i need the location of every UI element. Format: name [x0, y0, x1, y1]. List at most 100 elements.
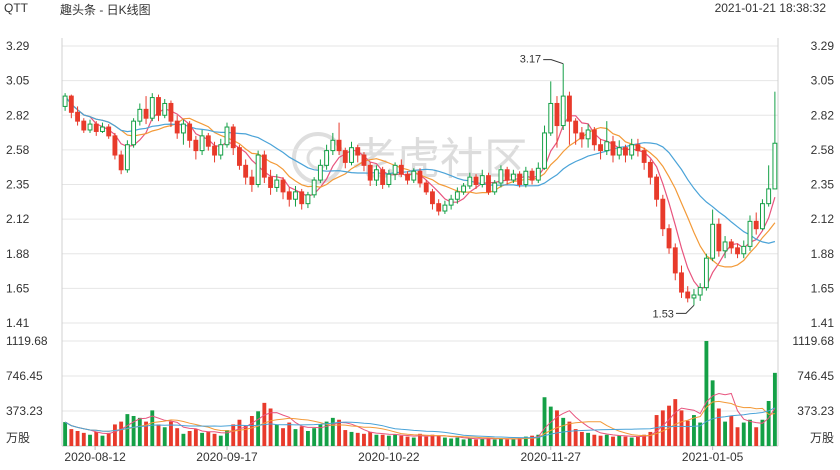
candle-body [604, 141, 610, 152]
price-tick-label-right: 3.05 [811, 74, 835, 88]
candle-body [442, 204, 448, 212]
candle [741, 240, 747, 259]
candle [317, 159, 323, 184]
candle-body [380, 169, 386, 186]
volume-bar [474, 439, 478, 446]
volume-bar [530, 435, 534, 446]
candle-body [535, 167, 541, 181]
volume-bar [617, 435, 622, 446]
candle-body [654, 176, 660, 200]
candle-body [672, 247, 678, 274]
candle [143, 96, 149, 125]
candle [430, 188, 435, 210]
volume-bar [330, 417, 335, 446]
volume-bar [349, 431, 354, 446]
candle [355, 144, 361, 163]
candle [112, 132, 118, 160]
candle-body [647, 161, 653, 178]
candle [498, 165, 504, 188]
volume-bar [461, 439, 466, 446]
candle-body [286, 191, 292, 200]
candle [772, 91, 778, 190]
date-tick-label: 2020-11-27 [520, 450, 581, 464]
candle [75, 106, 80, 126]
candle-body [716, 223, 722, 252]
volume-bar [131, 415, 136, 446]
volume-bar [430, 434, 435, 446]
candle-body [703, 257, 709, 289]
volume-bar [256, 411, 261, 446]
price-tick-label-left: 2.35 [6, 178, 30, 192]
candle-body [454, 191, 460, 200]
candle-body [180, 123, 186, 134]
candle-body [355, 147, 361, 156]
price-tick-label-left: 2.82 [6, 108, 30, 122]
candle [68, 94, 74, 119]
candle [405, 171, 410, 185]
candle-body [666, 228, 672, 249]
candle-body [224, 126, 230, 146]
candle [666, 224, 672, 254]
candle [93, 121, 99, 136]
candle-body [585, 129, 591, 140]
candle-body [566, 95, 572, 122]
volume-tick-label-left: 746.45 [6, 369, 43, 383]
candle [510, 169, 516, 184]
candle-body [591, 129, 597, 146]
candle [162, 99, 168, 119]
chart-background [0, 18, 840, 470]
candle [535, 162, 541, 184]
volume-bar [312, 428, 317, 446]
candle-body [529, 170, 535, 181]
candle [766, 165, 772, 207]
high-leader-line [543, 59, 564, 65]
candle-body [722, 241, 728, 252]
price-tick-label-left: 3.05 [6, 74, 30, 88]
candle [672, 243, 678, 281]
candle [230, 124, 236, 156]
volume-bar [629, 437, 634, 446]
volume-bar [362, 433, 366, 446]
candle-body [728, 241, 734, 249]
volume-bar [355, 432, 360, 446]
volume-bar [405, 436, 410, 446]
candle-body [249, 176, 255, 186]
candle-body [710, 223, 716, 259]
candle-body [205, 135, 211, 147]
candle-body [486, 175, 491, 193]
volume-bar [555, 410, 559, 446]
price-tick-label-right: 2.35 [811, 178, 835, 192]
candle [423, 180, 429, 195]
volume-bar [337, 419, 341, 446]
candle-body [237, 147, 242, 166]
volume-bar [723, 421, 728, 446]
date-tick-label: 2020-09-17 [196, 450, 258, 464]
candle [560, 63, 566, 130]
candle [486, 172, 491, 195]
volume-bar [573, 429, 578, 446]
price-tick-label-right: 2.58 [811, 143, 835, 157]
candle-body [747, 220, 753, 247]
volume-bar [237, 419, 242, 446]
volume-bar [592, 434, 597, 446]
candle-body [417, 170, 423, 184]
volume-bar [299, 426, 304, 446]
candle-body [579, 132, 585, 140]
candle [641, 147, 647, 170]
candle-body [504, 169, 510, 181]
candle [118, 150, 124, 175]
candle [81, 118, 87, 133]
candle-body [324, 150, 330, 166]
candle-body [753, 220, 759, 230]
candle-body [243, 164, 249, 178]
candle-body [268, 176, 274, 188]
volume-bar [75, 430, 80, 446]
candle [131, 118, 137, 148]
candle-body [230, 126, 236, 149]
candle-body [492, 182, 498, 193]
candle [629, 138, 635, 160]
candle-body [517, 173, 523, 186]
volume-bar [741, 422, 746, 446]
volume-bar [760, 419, 765, 446]
candle [249, 169, 255, 192]
